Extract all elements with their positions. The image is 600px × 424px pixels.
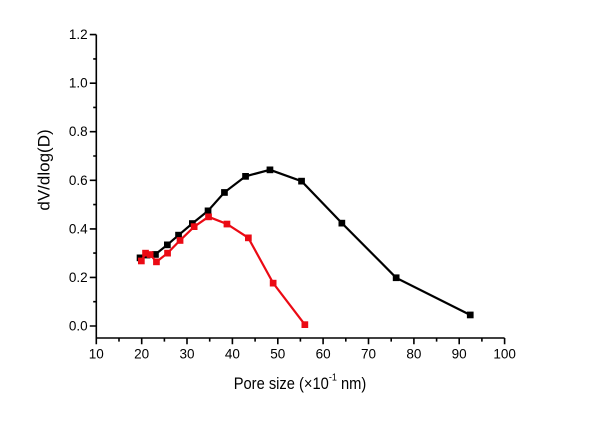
svg-text:30: 30 xyxy=(179,347,194,362)
svg-text:0.8: 0.8 xyxy=(69,124,88,139)
svg-text:100: 100 xyxy=(493,347,516,362)
svg-text:0.4: 0.4 xyxy=(69,221,88,236)
svg-text:Pore size (×10-1 nm): Pore size (×10-1 nm) xyxy=(234,372,367,393)
svg-text:dV/dlog(D): dV/dlog(D) xyxy=(35,129,54,210)
svg-text:1.0: 1.0 xyxy=(69,76,88,91)
svg-text:0.2: 0.2 xyxy=(69,270,88,285)
svg-text:20: 20 xyxy=(134,347,149,362)
svg-text:0.6: 0.6 xyxy=(69,173,88,188)
svg-text:40: 40 xyxy=(225,347,240,362)
svg-text:50: 50 xyxy=(270,347,285,362)
svg-text:70: 70 xyxy=(361,347,376,362)
svg-text:60: 60 xyxy=(316,347,331,362)
svg-text:80: 80 xyxy=(406,347,421,362)
svg-text:10: 10 xyxy=(89,347,104,362)
svg-text:0.0: 0.0 xyxy=(69,319,88,334)
svg-text:90: 90 xyxy=(452,347,467,362)
svg-text:1.2: 1.2 xyxy=(69,27,88,42)
